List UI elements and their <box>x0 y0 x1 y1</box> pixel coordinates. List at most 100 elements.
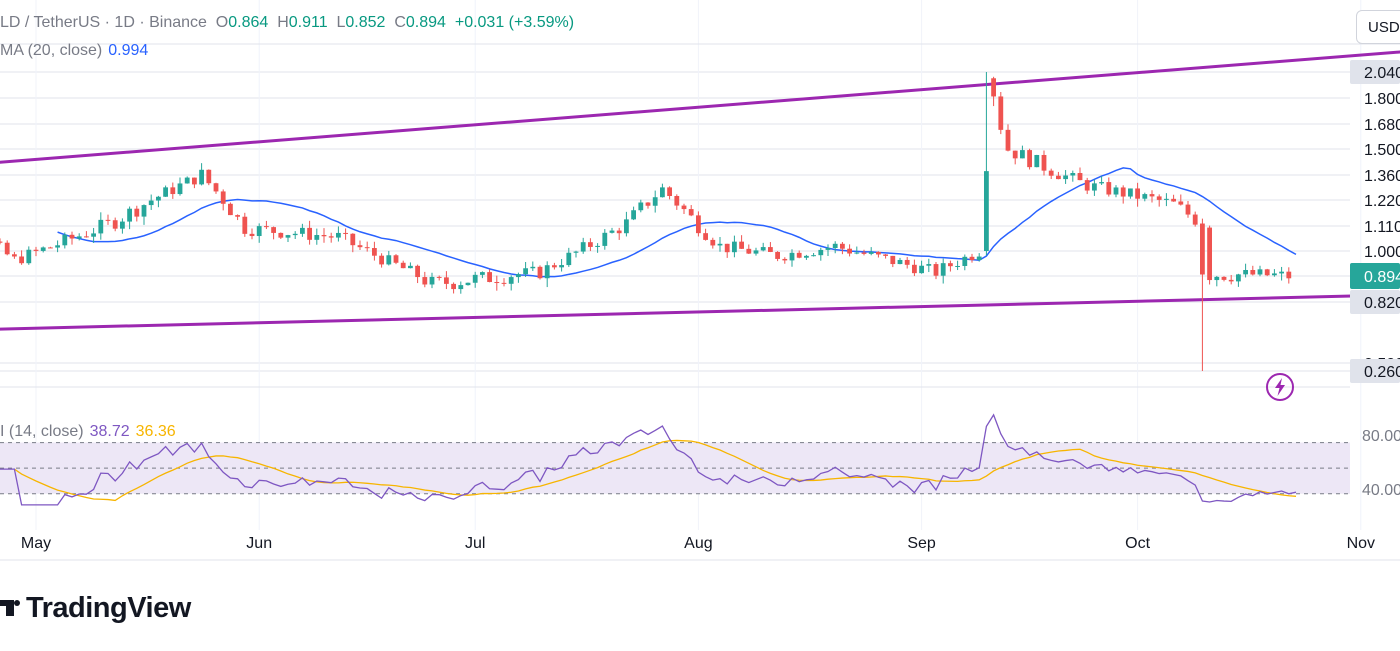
candle-body <box>696 215 701 234</box>
candle-body <box>1207 227 1212 281</box>
lightning-bolt-icon[interactable] <box>1265 372 1295 402</box>
candle-body <box>1120 187 1126 197</box>
candle-body <box>372 248 377 256</box>
candle-body <box>12 254 17 257</box>
time-axis: May Jun Jul Aug Sep Oct Nov <box>21 535 1375 552</box>
candle-body <box>84 236 89 238</box>
candle-body <box>768 247 773 252</box>
candle-body <box>688 209 694 216</box>
candle-body <box>1135 188 1140 199</box>
candle-body <box>1128 188 1133 197</box>
candle-body <box>386 255 392 265</box>
candle-body <box>912 264 917 274</box>
candle-body <box>76 236 82 239</box>
candle-body <box>278 232 284 238</box>
candle-body <box>501 282 507 284</box>
candle-body <box>645 202 651 206</box>
candle-body <box>609 230 615 233</box>
price-axis-label: 1.360 <box>1364 168 1400 185</box>
candle-body <box>876 251 881 255</box>
symbol-name[interactable]: LD / TetherUS · 1D · Binance <box>0 14 207 31</box>
candle-body <box>292 233 298 236</box>
candle-body <box>516 274 521 278</box>
candle-body <box>170 187 176 195</box>
candle-body <box>1099 182 1104 184</box>
candle-body <box>710 239 716 246</box>
candle-body <box>1228 279 1234 282</box>
currency-button[interactable]: USD <box>1356 10 1400 44</box>
candle-body <box>566 252 572 266</box>
drawing-price-tag <box>1350 290 1400 314</box>
candle-body <box>868 251 874 254</box>
price-axis-label: 1.680 <box>1364 117 1400 134</box>
candle-body <box>1178 201 1184 205</box>
candle-body <box>789 252 795 261</box>
time-axis-label: Oct <box>1125 535 1150 552</box>
candle-body <box>1286 271 1292 279</box>
price-axis-label: 0.820 <box>1364 295 1400 312</box>
candle-body <box>314 235 320 240</box>
rsi-label: I (14, close) <box>0 423 84 440</box>
candle-body <box>271 227 276 233</box>
change-value: +0.031 (+3.59%) <box>454 14 575 31</box>
candle-body <box>1048 170 1054 176</box>
ma-label: MA (20, close) <box>0 42 103 59</box>
time-axis-label: Jul <box>465 535 485 552</box>
drawing-price-tag <box>1350 359 1400 383</box>
candle-body <box>537 266 543 279</box>
candle-body <box>962 256 968 266</box>
candle-body <box>127 208 132 222</box>
candle-body <box>4 242 10 255</box>
close-label: C <box>394 14 406 31</box>
brand-name: TradingView <box>26 591 191 624</box>
time-axis-label: May <box>21 535 51 552</box>
candle-body <box>285 235 291 238</box>
candle-body <box>213 183 219 192</box>
candle-body <box>112 220 118 229</box>
candle-body <box>408 265 413 269</box>
candle-body <box>1264 269 1270 276</box>
candle-body <box>847 248 852 254</box>
trendlines <box>0 50 1400 331</box>
ma-legend[interactable]: MA (20, close) 0.994 <box>0 42 148 60</box>
candle-body <box>1171 198 1176 202</box>
candle-body <box>379 255 384 265</box>
candle-body <box>1257 269 1263 275</box>
candle-body <box>1279 271 1284 274</box>
candle-body <box>177 183 183 195</box>
candle-body <box>148 200 154 206</box>
candle-body <box>458 285 464 290</box>
candle-body <box>19 256 24 264</box>
candle-body <box>595 245 600 247</box>
candle-body <box>652 197 658 206</box>
candle-body <box>1192 214 1198 225</box>
price-axis-label: 1.110 <box>1364 219 1400 236</box>
symbol-header: LD / TetherUS · 1D · Binance O0.864 H0.9… <box>0 14 574 32</box>
candles <box>0 72 1292 371</box>
tradingview-logo[interactable]: TradingView <box>0 588 191 628</box>
candle-body <box>343 232 348 234</box>
price-axis-label: 0.894 <box>1364 269 1400 286</box>
rsi-legend[interactable]: I (14, close) 38.72 36.36 <box>0 423 176 441</box>
candle-body <box>249 233 255 237</box>
candle-body <box>602 232 608 246</box>
candle-body <box>991 78 996 97</box>
candle-body <box>1243 269 1248 275</box>
candle-body <box>220 191 226 204</box>
high-label: H <box>277 14 289 31</box>
candle-body <box>940 263 946 276</box>
candle-body <box>1164 198 1169 200</box>
candle-body <box>1185 204 1191 215</box>
candle-body <box>804 255 809 258</box>
candle-body <box>1020 150 1025 159</box>
candle-body <box>919 265 924 274</box>
time-axis-label: Jun <box>246 535 272 552</box>
candle-body <box>1084 180 1090 191</box>
candle-body <box>840 243 845 249</box>
candle-body <box>904 259 910 265</box>
candle-body <box>998 96 1004 130</box>
candle-body <box>969 256 975 261</box>
low-label: L <box>336 14 346 31</box>
candle-body <box>796 252 802 258</box>
